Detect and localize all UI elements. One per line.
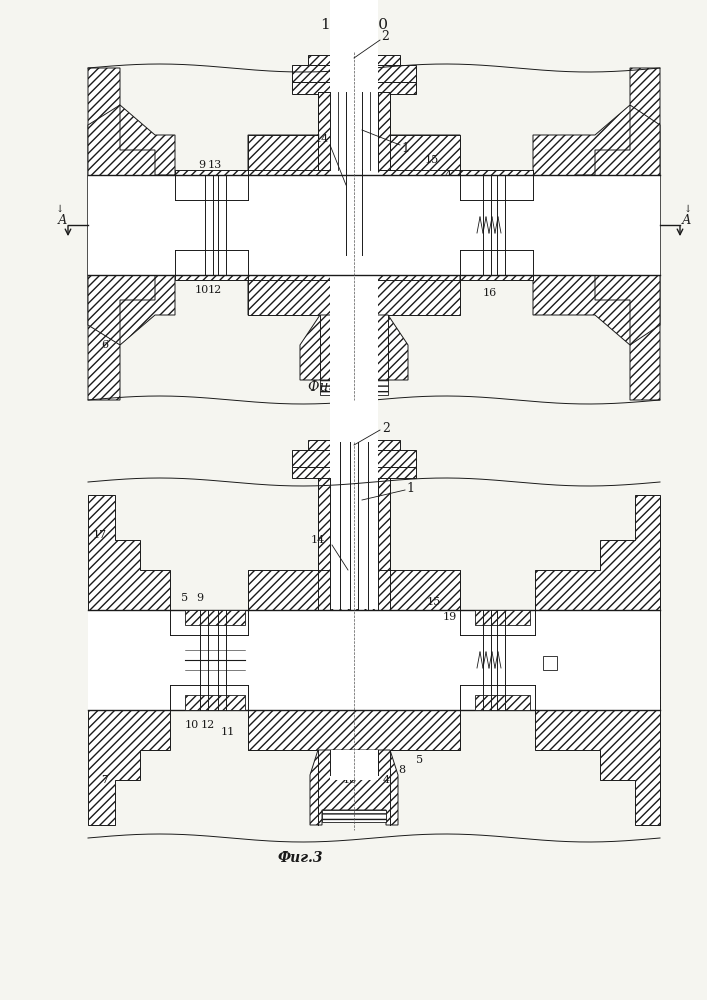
Text: 13: 13 xyxy=(208,160,222,170)
Bar xyxy=(330,750,378,780)
Text: ↓: ↓ xyxy=(684,205,692,214)
Text: 12: 12 xyxy=(201,720,215,730)
Text: А: А xyxy=(57,214,66,227)
Polygon shape xyxy=(310,750,398,825)
Bar xyxy=(88,610,660,710)
Polygon shape xyxy=(292,450,416,480)
Text: 4: 4 xyxy=(382,775,390,785)
Text: 19: 19 xyxy=(443,612,457,622)
Polygon shape xyxy=(475,175,515,190)
Polygon shape xyxy=(460,170,595,200)
Polygon shape xyxy=(248,280,460,315)
Bar xyxy=(330,0,378,170)
Text: Фиг. 2: Фиг. 2 xyxy=(308,380,353,394)
Text: 10: 10 xyxy=(195,285,209,295)
Polygon shape xyxy=(475,695,530,710)
Text: 2: 2 xyxy=(382,422,390,434)
Polygon shape xyxy=(318,478,330,610)
Bar xyxy=(175,175,460,275)
Text: 6: 6 xyxy=(101,340,109,350)
Text: 5: 5 xyxy=(416,755,423,765)
Polygon shape xyxy=(155,170,248,200)
Text: 1: 1 xyxy=(401,141,409,154)
Text: 17: 17 xyxy=(93,530,107,540)
Text: 15: 15 xyxy=(425,155,439,165)
Polygon shape xyxy=(308,440,400,450)
Polygon shape xyxy=(318,92,330,170)
Polygon shape xyxy=(88,68,660,400)
Bar xyxy=(483,175,491,275)
Polygon shape xyxy=(322,810,386,822)
Text: 4: 4 xyxy=(445,170,452,180)
Text: 14: 14 xyxy=(311,535,325,545)
Bar xyxy=(330,139,378,609)
Text: 1: 1 xyxy=(406,482,414,494)
Polygon shape xyxy=(292,65,416,92)
Polygon shape xyxy=(185,610,245,625)
Text: 1291780: 1291780 xyxy=(320,18,388,32)
Polygon shape xyxy=(292,467,416,570)
Text: 14: 14 xyxy=(315,134,329,144)
Text: 7: 7 xyxy=(102,775,108,785)
Text: 8: 8 xyxy=(399,765,406,775)
Polygon shape xyxy=(475,260,515,275)
Text: 9: 9 xyxy=(197,593,204,603)
Bar xyxy=(540,221,554,235)
Polygon shape xyxy=(460,250,595,280)
Text: 11: 11 xyxy=(221,727,235,737)
Bar xyxy=(331,0,377,169)
Text: 5: 5 xyxy=(182,593,189,603)
Polygon shape xyxy=(292,82,416,135)
Bar xyxy=(330,280,378,315)
Polygon shape xyxy=(248,135,460,170)
Polygon shape xyxy=(88,495,660,825)
Bar xyxy=(205,175,213,275)
Polygon shape xyxy=(248,710,460,750)
Polygon shape xyxy=(185,695,245,710)
Polygon shape xyxy=(248,570,460,610)
Polygon shape xyxy=(378,478,390,610)
Polygon shape xyxy=(195,175,235,190)
Polygon shape xyxy=(88,105,175,345)
Polygon shape xyxy=(308,55,400,65)
Text: 16: 16 xyxy=(343,775,357,785)
Bar xyxy=(218,175,226,275)
Text: 2: 2 xyxy=(381,30,389,43)
Polygon shape xyxy=(378,92,390,170)
Polygon shape xyxy=(155,250,248,280)
Text: 15: 15 xyxy=(427,597,441,607)
Bar xyxy=(88,175,660,275)
Text: 12: 12 xyxy=(208,285,222,295)
Text: 9: 9 xyxy=(199,160,206,170)
Polygon shape xyxy=(300,315,408,380)
Polygon shape xyxy=(575,105,660,345)
Bar xyxy=(543,656,557,670)
Bar xyxy=(497,175,505,275)
Text: 16: 16 xyxy=(483,288,497,298)
Polygon shape xyxy=(320,380,388,395)
Text: А: А xyxy=(682,214,691,227)
Text: 10: 10 xyxy=(185,720,199,730)
Polygon shape xyxy=(475,610,530,625)
Text: ↓: ↓ xyxy=(56,205,64,214)
Polygon shape xyxy=(346,170,362,255)
Polygon shape xyxy=(195,260,235,275)
Text: Фиг.3: Фиг.3 xyxy=(277,851,323,865)
